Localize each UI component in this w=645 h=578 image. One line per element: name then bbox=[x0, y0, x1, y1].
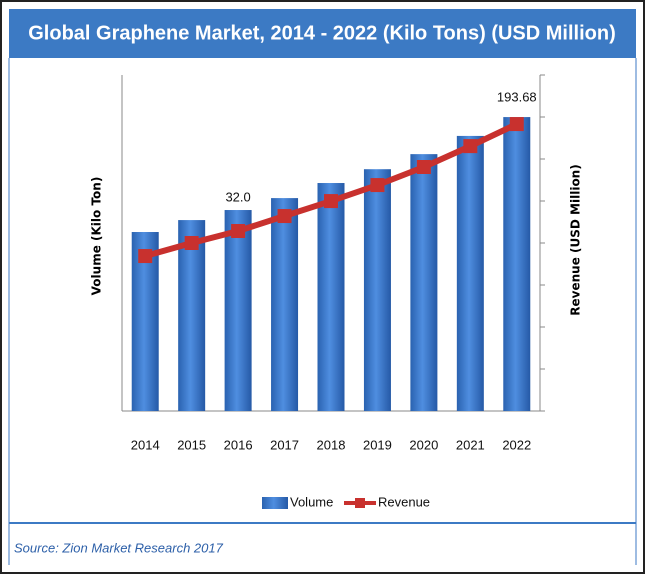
bar bbox=[178, 220, 206, 411]
data-label: 193.68 bbox=[497, 90, 537, 105]
marker bbox=[231, 224, 246, 238]
x-tick-label: 2014 bbox=[131, 437, 160, 452]
legend-marker bbox=[355, 498, 365, 508]
marker bbox=[184, 236, 199, 250]
marker bbox=[509, 117, 524, 132]
x-tick-label: 2019 bbox=[363, 437, 392, 452]
x-tick-label: 2021 bbox=[456, 437, 485, 452]
legend-label: Volume bbox=[290, 494, 333, 509]
x-tick-label: 2022 bbox=[502, 437, 531, 452]
bar bbox=[503, 117, 531, 412]
bar bbox=[271, 198, 299, 411]
bar bbox=[456, 135, 484, 412]
marker bbox=[138, 249, 153, 264]
marker bbox=[463, 139, 478, 154]
bar bbox=[410, 154, 438, 412]
x-tick-label: 2018 bbox=[317, 437, 346, 452]
data-label: 32.0 bbox=[225, 189, 250, 204]
title-banner bbox=[9, 9, 636, 58]
y-axis-title: Volume (Kilo Ton) bbox=[90, 177, 104, 296]
legend-swatch bbox=[262, 497, 288, 509]
legend-label: Revenue bbox=[378, 494, 430, 509]
chart-title: Global Graphene Market, 2014 - 2022 (Kil… bbox=[28, 22, 616, 44]
y2-axis-title: Revenue (USD Million) bbox=[569, 164, 583, 315]
marker bbox=[416, 160, 431, 174]
source: Source: Zion Market Research 2017 bbox=[14, 540, 224, 555]
x-tick-label: 2020 bbox=[409, 437, 438, 452]
bar bbox=[317, 183, 345, 411]
x-tick-label: 2015 bbox=[177, 437, 206, 452]
marker bbox=[324, 194, 338, 209]
bar bbox=[224, 210, 252, 411]
marker bbox=[277, 209, 292, 224]
bar bbox=[363, 169, 391, 411]
marker bbox=[370, 178, 385, 193]
x-tick-label: 2016 bbox=[224, 437, 253, 452]
x-tick-label: 2017 bbox=[270, 437, 299, 452]
